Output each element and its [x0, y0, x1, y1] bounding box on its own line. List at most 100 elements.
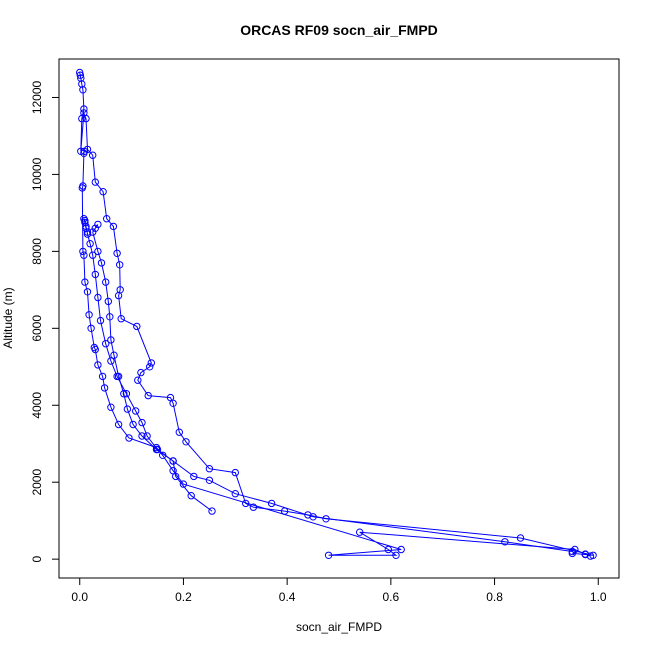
data-point — [144, 391, 152, 400]
data-point — [205, 465, 214, 473]
x-tick-label: 0.6 — [383, 590, 400, 604]
data-point — [80, 251, 88, 259]
series-layer — [76, 68, 597, 560]
data-point — [516, 534, 525, 542]
data-point — [107, 403, 115, 411]
data-point — [79, 182, 87, 190]
data-point — [114, 420, 123, 429]
data-point — [76, 68, 84, 77]
x-tick-label: 0.4 — [279, 590, 296, 604]
x-tick-label: 0.2 — [175, 590, 192, 604]
data-point — [89, 151, 97, 159]
data-point — [208, 507, 216, 515]
data-point — [117, 315, 125, 323]
data-point — [304, 511, 312, 519]
plot-frame — [58, 58, 620, 579]
data-point — [125, 434, 133, 442]
data-point — [384, 545, 392, 554]
data-point — [122, 390, 131, 398]
data-point — [91, 224, 100, 233]
data-point — [143, 432, 151, 440]
data-point — [175, 428, 184, 436]
y-tick-label: 10000 — [30, 157, 44, 191]
chart-title: ORCAS RF09 socn_air_FMPD — [240, 22, 438, 38]
data-point — [392, 551, 400, 559]
series-line-4 — [81, 151, 591, 557]
data-point — [182, 438, 190, 446]
data-point — [129, 420, 137, 429]
data-point — [169, 399, 177, 407]
data-point — [83, 288, 92, 296]
data-point — [133, 322, 141, 331]
x-axis-label: socn_air_FMPD — [296, 620, 382, 634]
data-point — [96, 316, 105, 325]
data-point — [120, 390, 128, 398]
data-point — [82, 114, 90, 123]
data-point — [152, 443, 161, 452]
data-point — [80, 105, 88, 113]
data-point — [187, 492, 195, 500]
data-point — [76, 71, 85, 79]
data-point — [205, 476, 214, 484]
data-point — [190, 472, 198, 481]
data-point — [100, 384, 109, 392]
data-point — [147, 359, 156, 367]
data-point — [94, 361, 102, 369]
y-axis-label: Altitude (m) — [1, 287, 15, 348]
data-point — [267, 499, 276, 508]
data-point — [94, 293, 102, 302]
data-point — [397, 545, 405, 554]
data-point — [102, 278, 110, 286]
data-point — [80, 215, 88, 223]
data-point — [97, 259, 106, 267]
data-point — [90, 343, 99, 352]
y-tick-label: 0 — [30, 555, 44, 562]
x-axis: 0.0 0.2 0.4 0.6 0.8 1.0 — [71, 577, 607, 604]
data-point — [324, 551, 333, 559]
data-point — [113, 249, 121, 258]
data-point — [571, 545, 579, 554]
data-point — [89, 228, 97, 236]
data-point — [152, 445, 161, 454]
data-point — [109, 222, 118, 231]
data-point — [83, 228, 92, 236]
x-tick-label: 1.0 — [590, 590, 607, 604]
data-point — [146, 363, 154, 371]
data-point — [356, 528, 364, 536]
data-point — [107, 336, 115, 344]
y-tick-label: 2000 — [30, 469, 44, 496]
data-point — [81, 278, 89, 286]
data-point — [581, 550, 589, 558]
data-point — [132, 407, 140, 415]
data-point — [134, 376, 142, 384]
data-point — [94, 247, 102, 256]
data-point — [169, 467, 177, 475]
data-point — [114, 291, 123, 300]
data-point — [231, 490, 240, 498]
data-point — [116, 261, 124, 269]
data-point — [309, 513, 317, 521]
data-point — [138, 418, 146, 427]
data-point — [568, 549, 576, 558]
data-point — [80, 147, 89, 156]
x-tick-label: 0.8 — [486, 590, 503, 604]
data-point — [159, 451, 167, 459]
data-point — [99, 188, 107, 196]
data-point — [87, 324, 95, 332]
data-point — [231, 468, 240, 477]
y-tick-label: 6000 — [30, 315, 44, 342]
data-point — [102, 340, 110, 348]
data-point — [104, 297, 113, 306]
data-point — [586, 552, 595, 560]
data-point — [103, 215, 111, 223]
data-point — [107, 357, 115, 365]
data-point — [249, 503, 258, 511]
y-tick-label: 4000 — [30, 392, 44, 419]
data-point — [169, 457, 177, 465]
data-point — [91, 178, 100, 186]
x-tick-label: 0.0 — [71, 590, 88, 604]
data-point — [110, 351, 118, 359]
data-point — [79, 86, 87, 94]
